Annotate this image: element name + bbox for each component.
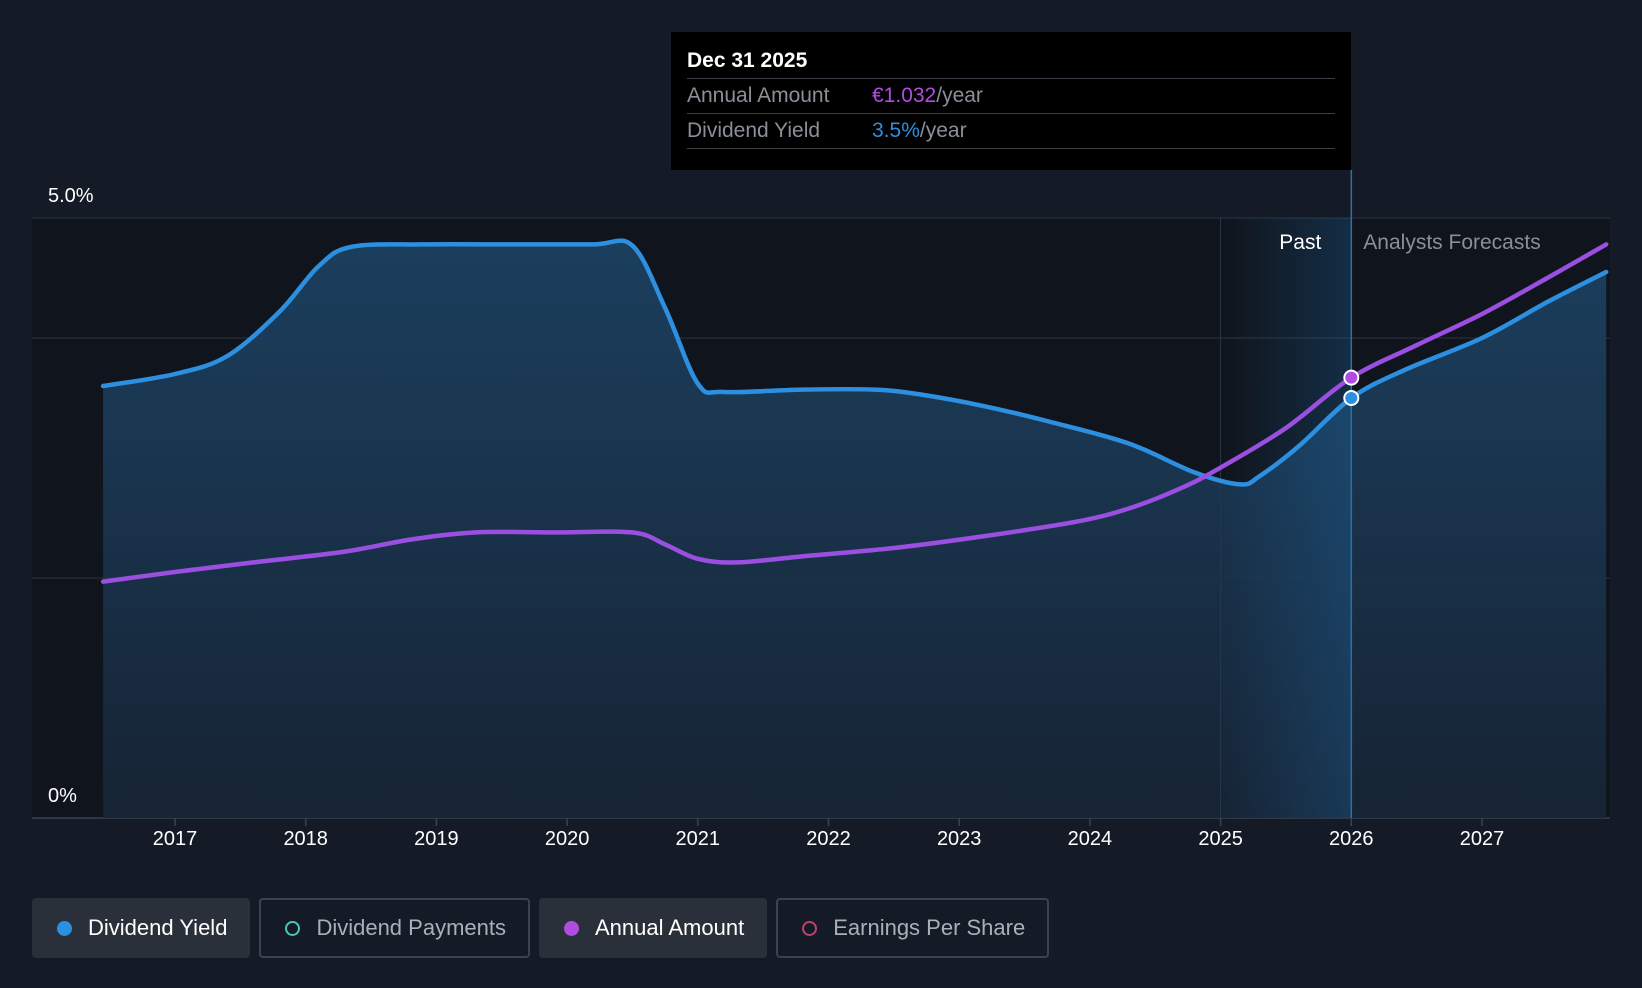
x-tick-label: 2022 <box>806 828 851 850</box>
past-label: Past <box>1279 231 1321 254</box>
y-axis-max-label: 5.0% <box>48 185 94 207</box>
x-tick-label: 2024 <box>1068 828 1113 850</box>
legend: Dividend Yield Dividend Payments Annual … <box>32 898 1050 958</box>
marker-layer <box>1343 369 1360 406</box>
x-tick-label: 2026 <box>1329 828 1374 850</box>
forecast-label: Analysts Forecasts <box>1363 231 1540 254</box>
legend-label: Earnings Per Share <box>833 915 1026 940</box>
tooltip-unit: /year <box>936 84 983 107</box>
x-tick-label: 2017 <box>153 828 198 850</box>
tooltip: Dec 31 2025 Annual Amount €1.032 /year D… <box>671 32 1351 170</box>
x-tick-label: 2027 <box>1460 828 1505 850</box>
annual-amount-marker <box>1343 369 1360 386</box>
x-tick-label: 2025 <box>1198 828 1243 850</box>
past-shade-layer <box>1220 170 1353 818</box>
x-tick-label: 2021 <box>676 828 721 850</box>
y-axis-min-label: 0% <box>48 785 77 807</box>
x-tick-label: 2019 <box>414 828 459 850</box>
label-layer: 5.0% 0% Past Analysts Forecasts 2017 2018 2019… <box>48 185 1541 850</box>
ring-icon <box>285 920 301 936</box>
tooltip-row-dividend-yield: Dividend Yield 3.5% /year <box>687 113 1335 149</box>
legend-earnings-per-share-button[interactable]: Earnings Per Share <box>776 898 1050 958</box>
tooltip-label: Annual Amount <box>687 84 830 107</box>
dividend-yield-marker <box>1343 390 1360 406</box>
x-tick-label: 2023 <box>937 828 982 850</box>
legend-label: Annual Amount <box>594 915 745 940</box>
past-shade <box>1220 218 1352 818</box>
dot-icon <box>563 920 579 936</box>
legend-dividend-payments-button[interactable]: Dividend Payments <box>259 898 530 958</box>
x-tick-label: 2018 <box>283 828 328 850</box>
dot-icon <box>57 920 72 936</box>
legend-annual-amount-button[interactable]: Annual Amount <box>538 898 768 958</box>
tooltip-unit: /year <box>919 119 967 142</box>
dividend-yield-line <box>100 238 1609 487</box>
tooltip-row-annual-amount: Annual Amount €1.032 /year <box>687 78 1335 113</box>
annual-amount-line <box>100 242 1609 584</box>
tooltip-value: €1.032 <box>872 84 937 107</box>
legend-label: Dividend Yield <box>88 915 228 940</box>
legend-label: Dividend Payments <box>316 915 506 940</box>
line-layer <box>100 238 1609 584</box>
tooltip-value: 3.5% <box>872 119 920 142</box>
tooltip-label: Dividend Yield <box>687 119 821 142</box>
legend-dividend-yield-button[interactable]: Dividend Yield <box>32 898 251 958</box>
ring-icon <box>802 920 818 936</box>
x-tick-label: 2020 <box>545 828 590 850</box>
tooltip-date: Dec 31 2025 <box>687 49 808 72</box>
